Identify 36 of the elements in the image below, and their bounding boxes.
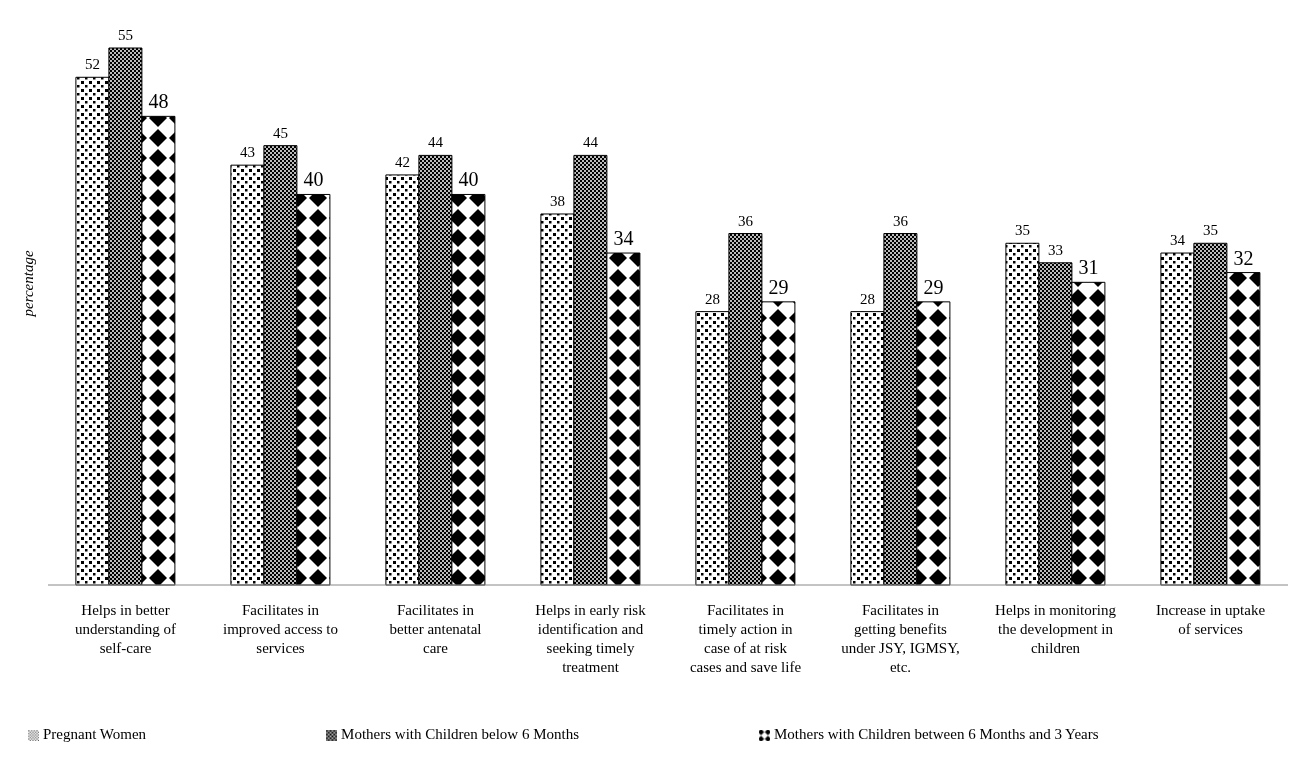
x-tick-label: Helps in better understanding of self-care (74, 602, 177, 656)
x-tick-label: Facilitates in better antenatal care (389, 602, 482, 656)
data-label: 28 (704, 290, 720, 307)
data-label: 34 (1169, 232, 1186, 249)
legend-label: Pregnant Women (43, 726, 147, 742)
data-label: 29 (768, 275, 789, 298)
data-label: 28 (859, 290, 875, 307)
data-label: 38 (549, 192, 565, 209)
data-label: 52 (84, 56, 100, 73)
legend-label: Mothers with Children between 6 Months and 3 Years (774, 726, 1099, 742)
data-label: 33 (1047, 241, 1063, 258)
data-label: 32 (1233, 246, 1254, 269)
data-label: 31 (1078, 256, 1099, 279)
data-label: 42 (394, 153, 410, 170)
data-label: 55 (117, 27, 133, 43)
data-label: 45 (272, 124, 288, 141)
x-tick-label: Facilitates in improved access to services (223, 602, 338, 656)
data-label: 35 (1014, 222, 1030, 239)
x-tick-label: Facilitates in timely action in case of at risk cases and save life (689, 602, 802, 675)
data-label: 40 (458, 168, 479, 191)
data-label: 48 (148, 90, 169, 113)
data-label: 34 (613, 227, 634, 250)
data-label: 40 (303, 168, 324, 191)
legend-label: Mothers with Children below 6 Months (341, 726, 579, 742)
data-label: 43 (239, 144, 255, 161)
data-label: 36 (892, 212, 909, 229)
x-tick-label: Facilitates in getting benefits under JSY, IGMSY, etc. (841, 602, 960, 675)
data-label: 29 (923, 275, 944, 298)
y-axis-title: percentage (20, 250, 37, 318)
x-tick-label: Increase in uptake of services (1155, 602, 1266, 637)
data-label: 35 (1202, 222, 1218, 239)
data-label: 44 (582, 134, 599, 151)
x-tick-label: Helps in monitoring the development in children (995, 602, 1117, 656)
data-label: 44 (427, 134, 444, 151)
data-label: 36 (737, 212, 754, 229)
x-tick-label: Helps in early risk identification and seeking timely treatment (535, 602, 647, 675)
